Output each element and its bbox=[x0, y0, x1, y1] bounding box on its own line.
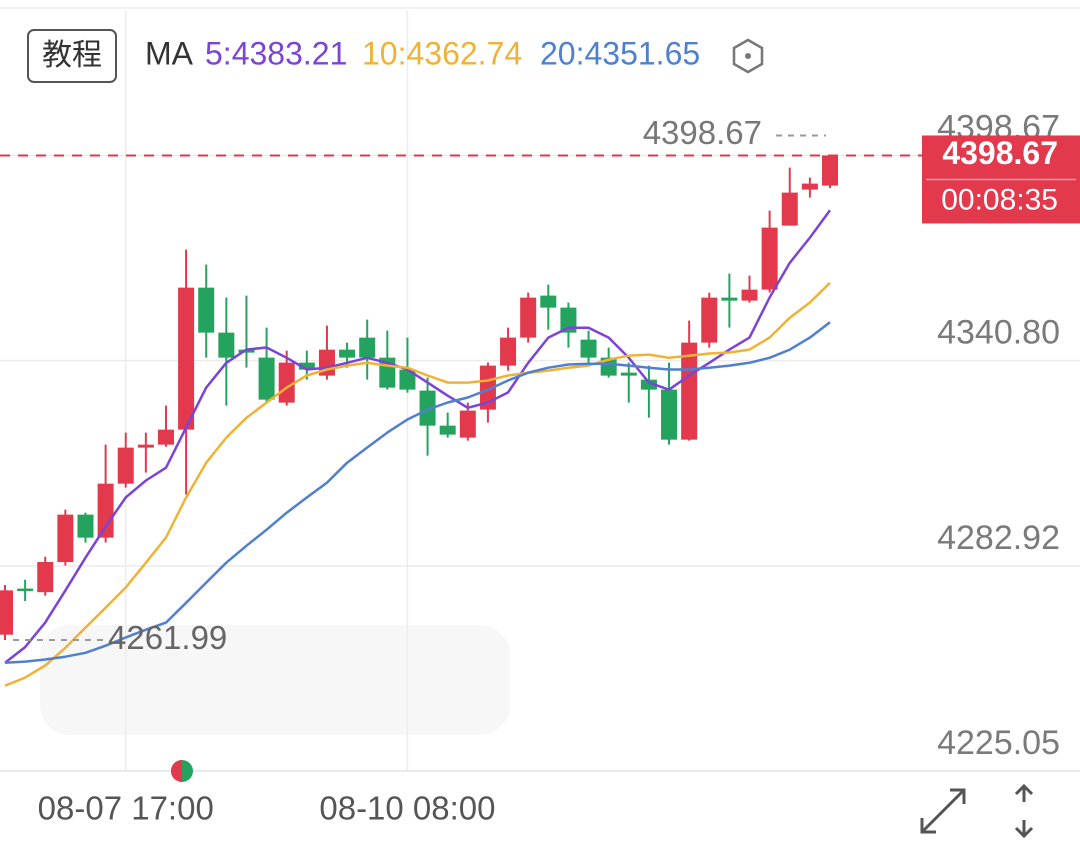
legend-entry: 10:4362.74 bbox=[362, 35, 522, 71]
plot: 4225.05 4282.92 4340.80 4398.67 08-07 17:00 0… bbox=[0, 10, 1080, 827]
candle-body bbox=[77, 514, 94, 538]
ma-line bbox=[4, 209, 832, 664]
candle-body bbox=[741, 289, 758, 301]
x-tick-label: 08-07 17:00 bbox=[38, 790, 214, 827]
candle-body bbox=[681, 342, 698, 440]
watermark bbox=[40, 625, 510, 735]
candle-body bbox=[198, 287, 215, 333]
candle-body bbox=[459, 410, 476, 438]
candle-body bbox=[218, 332, 235, 358]
scale-arrows bbox=[1014, 783, 1034, 839]
low-marker-label: 4261.99 bbox=[108, 619, 227, 656]
candle-body bbox=[278, 362, 295, 403]
candle-body bbox=[17, 588, 34, 592]
candle-body bbox=[801, 183, 818, 190]
candle-body bbox=[661, 389, 678, 440]
candle-body bbox=[178, 287, 195, 430]
expand-icon[interactable] bbox=[920, 788, 966, 834]
ma-label: MA bbox=[145, 35, 194, 71]
candle-body bbox=[580, 339, 597, 358]
candle-body bbox=[399, 369, 416, 390]
candle-body bbox=[298, 362, 315, 370]
candle-body bbox=[761, 227, 778, 290]
candle-body bbox=[57, 514, 74, 563]
y-tick-label: 4282.92 bbox=[937, 519, 1060, 557]
candle-body bbox=[640, 379, 657, 390]
candle-body bbox=[822, 155, 838, 186]
y-tick-label: 4340.80 bbox=[937, 314, 1060, 352]
settings-hexagon bbox=[732, 38, 764, 74]
last-price-label: 4398.67 bbox=[942, 135, 1058, 171]
candle-body bbox=[117, 447, 134, 484]
candle-body bbox=[721, 297, 738, 301]
expand-arrows bbox=[920, 788, 966, 834]
candle-body bbox=[781, 192, 798, 226]
x-tick-label: 08-10 08:00 bbox=[319, 790, 495, 827]
candle-body bbox=[620, 372, 637, 376]
candle-body bbox=[157, 429, 174, 445]
candle-body bbox=[540, 295, 557, 308]
candle-body bbox=[600, 357, 617, 376]
candle-body bbox=[479, 365, 496, 410]
tutorial-button[interactable] bbox=[27, 29, 117, 83]
candle-body bbox=[0, 590, 13, 635]
candle-body bbox=[439, 425, 456, 435]
countdown: 00:08:35 bbox=[941, 183, 1058, 216]
ma-line bbox=[4, 281, 831, 687]
candle-body bbox=[339, 349, 356, 358]
candle-body bbox=[258, 357, 275, 400]
ma-line bbox=[4, 321, 831, 664]
candle-body bbox=[359, 337, 376, 358]
candle-body bbox=[520, 297, 537, 338]
settings-icon[interactable] bbox=[732, 38, 764, 74]
candle-body bbox=[500, 337, 517, 366]
event-dot-half bbox=[171, 760, 182, 782]
candle-body bbox=[137, 444, 154, 448]
candle-body bbox=[238, 349, 255, 353]
y-tick-label: 4225.05 bbox=[937, 724, 1060, 762]
tutorial-label: 教程 bbox=[42, 39, 102, 72]
candle-body bbox=[37, 562, 54, 593]
legend-entry: 20:4351.65 bbox=[540, 35, 700, 71]
settings-dot bbox=[745, 53, 751, 59]
high-marker-label: 4398.67 bbox=[643, 114, 762, 151]
candle-body bbox=[560, 307, 577, 333]
vertical-scale-icon[interactable] bbox=[1014, 783, 1034, 839]
legend-entry: 5:4383.21 bbox=[205, 35, 347, 71]
candle-body bbox=[97, 483, 114, 538]
candle-body bbox=[419, 390, 436, 426]
candle-body bbox=[701, 297, 718, 343]
